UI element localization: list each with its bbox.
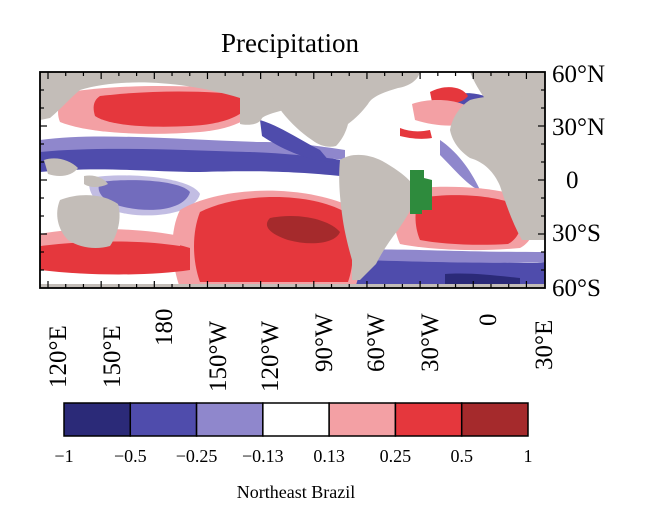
- positive-anomaly-fields: [40, 86, 536, 288]
- maritime-continent: [44, 158, 108, 187]
- colorbar-tick-labels: −1 −0.5 −0.25 −0.13 0.13 0.25 0.5 1: [54, 446, 532, 466]
- map-panel: [39, 71, 546, 289]
- colorbar-boxes: [63, 402, 529, 437]
- colorbar-box: [195, 402, 264, 437]
- colorbar-box: [63, 402, 132, 437]
- map-title: Precipitation: [221, 28, 359, 58]
- colorbar-box: [262, 402, 330, 437]
- lon-label: 120°W: [257, 321, 284, 392]
- colorbar-box: [394, 402, 463, 437]
- lat-label: 30°N: [552, 114, 605, 141]
- lon-label: 120°E: [45, 325, 72, 388]
- northeast-brazil-region: [410, 170, 432, 214]
- lon-label: 150°E: [99, 325, 126, 388]
- lat-label: 60°S: [552, 275, 601, 302]
- asia-landmass: [40, 72, 330, 125]
- antarctica-edge: [40, 284, 545, 288]
- lon-label: 0: [475, 314, 502, 327]
- colorbar-tick-label: 0.25: [380, 446, 412, 466]
- australia-landmass: [57, 195, 120, 248]
- lon-label: 180: [151, 309, 178, 347]
- negative-anomaly-fields: [40, 93, 545, 288]
- lon-label: 30°E: [531, 320, 558, 370]
- north-america-landmass: [260, 72, 420, 147]
- map-frame-ticks: [40, 72, 545, 288]
- colorbar-tick-label: 1: [524, 446, 533, 466]
- land-masses: [40, 72, 545, 288]
- lon-label: 150°W: [205, 321, 232, 392]
- colorbar-tick-label: −0.13: [242, 446, 284, 466]
- south-america-landmass: [339, 154, 418, 280]
- colorbar-tick-label: 0.13: [313, 446, 345, 466]
- lat-label: 0: [566, 167, 579, 194]
- latitude-axis: 60°N 30°N 0 30°S 60°S: [552, 61, 605, 302]
- colorbar-box: [460, 402, 529, 437]
- colorbar-tick-label: −0.5: [114, 446, 147, 466]
- longitude-axis: 120°E 150°E 180 150°W 120°W 90°W 60°W 30…: [45, 309, 558, 393]
- colorbar: −1 −0.5 −0.25 −0.13 0.13 0.25 0.5 1 Northeast B…: [54, 402, 533, 502]
- colorbar-tick-label: −1: [54, 446, 73, 466]
- colorbar-tick-label: 0.5: [450, 446, 473, 466]
- colorbar-label: Northeast Brazil: [237, 482, 355, 502]
- colorbar-box: [328, 402, 397, 437]
- lon-label: 60°W: [363, 313, 390, 372]
- lon-label: 30°W: [417, 313, 444, 372]
- africa-landmass: [450, 95, 545, 241]
- colorbar-tick-label: −0.25: [176, 446, 218, 466]
- colorbar-box: [129, 402, 198, 437]
- lon-label: 90°W: [311, 313, 338, 372]
- lat-label: 30°S: [552, 220, 601, 247]
- lat-label: 60°N: [552, 61, 605, 88]
